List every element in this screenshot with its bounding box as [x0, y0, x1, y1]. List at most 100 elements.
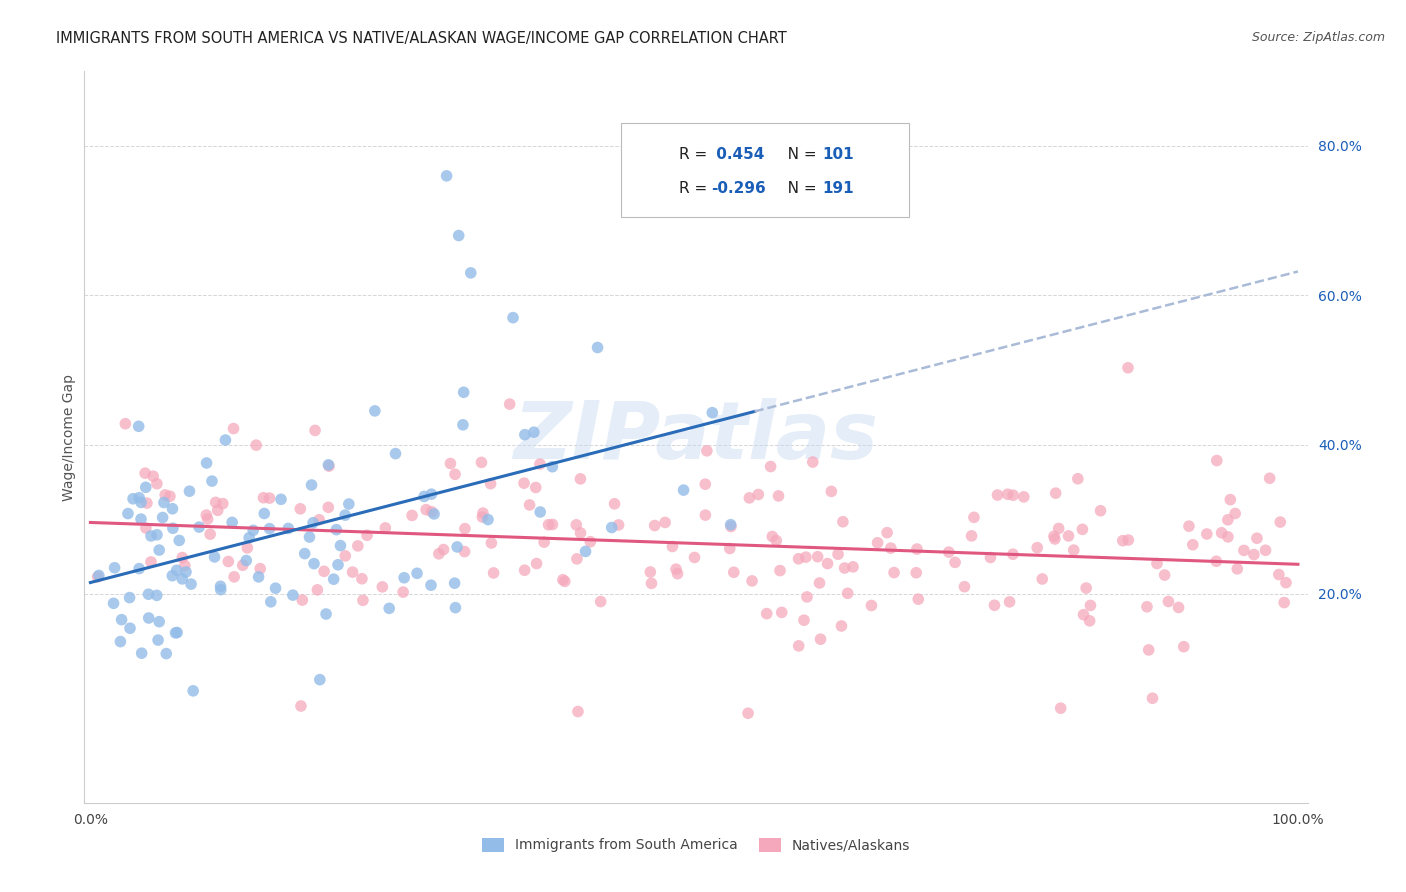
Point	[1043, 529, 1066, 543]
Point	[167, 533, 190, 548]
Point	[451, 417, 474, 432]
Point	[640, 576, 662, 591]
Point	[146, 633, 169, 648]
Point	[235, 553, 257, 567]
Point	[770, 606, 793, 620]
Point	[87, 568, 110, 582]
Text: -0.296: -0.296	[711, 181, 766, 196]
Point	[499, 397, 522, 411]
Point	[1157, 594, 1180, 608]
Point	[1073, 607, 1095, 622]
Point	[173, 558, 195, 573]
Point	[204, 495, 226, 509]
Point	[720, 517, 742, 532]
Point	[347, 539, 370, 553]
Point	[316, 500, 339, 515]
Point	[810, 632, 832, 647]
Point	[718, 541, 741, 556]
Point	[401, 508, 423, 523]
Point	[979, 550, 1001, 565]
Point	[352, 593, 374, 607]
Point	[110, 634, 132, 648]
Point	[104, 560, 127, 574]
Point	[423, 507, 446, 521]
Point	[209, 582, 232, 597]
Point	[155, 647, 177, 661]
Point	[472, 506, 495, 520]
Point	[860, 599, 883, 613]
Point	[554, 574, 576, 589]
Point	[541, 459, 564, 474]
Point	[179, 484, 201, 499]
Point	[312, 565, 335, 579]
Point	[308, 673, 330, 687]
Point	[905, 542, 928, 557]
Point	[148, 615, 170, 629]
Point	[374, 521, 396, 535]
Point	[1216, 513, 1239, 527]
Point	[166, 563, 188, 577]
Point	[1153, 568, 1175, 582]
Point	[224, 570, 246, 584]
Point	[502, 310, 524, 325]
Point	[371, 580, 394, 594]
Text: IMMIGRANTS FROM SOUTH AMERICA VS NATIVE/ALASKAN WAGE/INCOME GAP CORRELATION CHAR: IMMIGRANTS FROM SOUTH AMERICA VS NATIVE/…	[56, 31, 787, 46]
Point	[529, 505, 551, 519]
Point	[666, 566, 689, 581]
Point	[737, 706, 759, 721]
Point	[720, 519, 742, 533]
Point	[1043, 532, 1066, 546]
Point	[356, 528, 378, 542]
Point	[413, 490, 436, 504]
Point	[817, 557, 839, 571]
Point	[304, 424, 326, 438]
Point	[420, 505, 443, 519]
Point	[217, 554, 239, 568]
Point	[807, 549, 830, 564]
Point	[392, 585, 415, 599]
Text: R =: R =	[679, 181, 711, 196]
Point	[883, 566, 905, 580]
Point	[214, 433, 236, 447]
Point	[337, 497, 360, 511]
Point	[290, 501, 312, 516]
Point	[1243, 548, 1265, 562]
Point	[165, 625, 187, 640]
Point	[128, 491, 150, 505]
Point	[139, 529, 162, 543]
Point	[702, 406, 724, 420]
Point	[603, 497, 626, 511]
Point	[135, 480, 157, 494]
Point	[607, 518, 630, 533]
Point	[152, 510, 174, 524]
Point	[1116, 360, 1139, 375]
Point	[308, 513, 330, 527]
Point	[827, 547, 849, 561]
Point	[695, 508, 717, 522]
Point	[541, 517, 564, 532]
Point	[963, 510, 986, 524]
Point	[298, 530, 321, 544]
Point	[695, 477, 717, 491]
Point	[260, 595, 283, 609]
Point	[294, 547, 316, 561]
Point	[1275, 575, 1298, 590]
Legend: Immigrants from South America, Natives/Alaskans: Immigrants from South America, Natives/A…	[477, 832, 915, 858]
Point	[148, 543, 170, 558]
Point	[427, 547, 450, 561]
Point	[661, 540, 683, 554]
Point	[420, 578, 443, 592]
Point	[453, 385, 475, 400]
Point	[524, 481, 547, 495]
Point	[333, 508, 356, 522]
Point	[589, 594, 612, 608]
Point	[747, 487, 769, 501]
Point	[153, 495, 176, 509]
Point	[453, 544, 475, 558]
Point	[569, 526, 592, 541]
Point	[153, 488, 176, 502]
Point	[1223, 507, 1246, 521]
Point	[318, 458, 340, 472]
Point	[159, 489, 181, 503]
Point	[249, 561, 271, 575]
